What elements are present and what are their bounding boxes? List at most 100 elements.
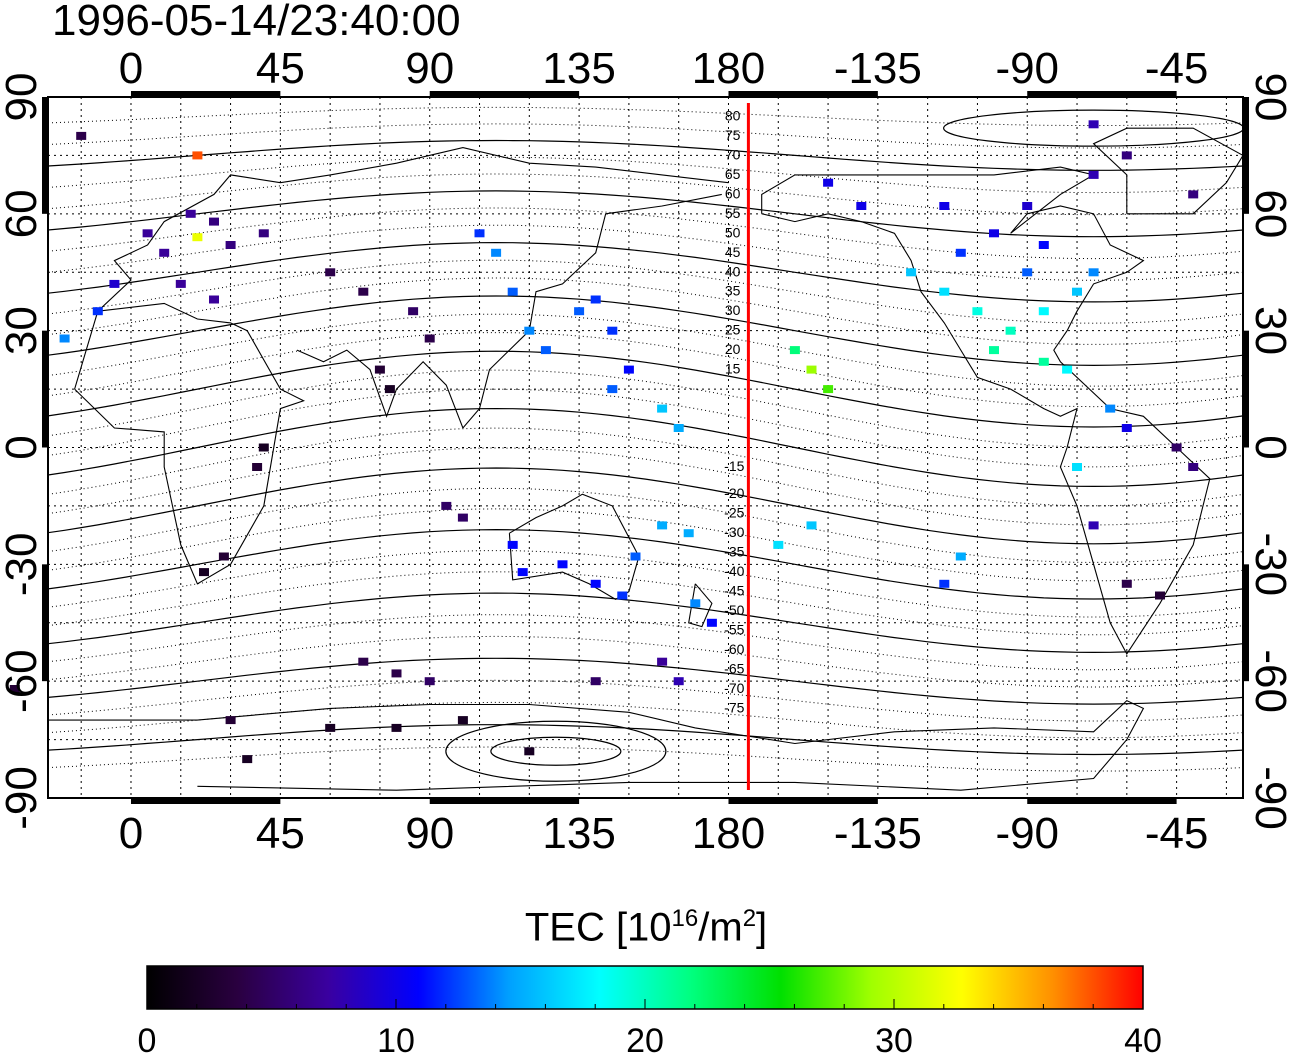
geomagnetic-contour	[47, 106, 1244, 127]
geomagnetic-contour	[47, 550, 1244, 618]
lon-label-top: 180	[692, 44, 765, 93]
tec-point	[1088, 170, 1099, 179]
south-pole-oval-outer	[445, 720, 667, 782]
frame-bar-bottom	[1027, 799, 1177, 804]
lon-label-bottom: 0	[119, 809, 143, 858]
tec-point	[258, 229, 269, 238]
contour-label-north: 75	[725, 127, 741, 143]
lat-label-left: 30	[0, 306, 46, 355]
contour-label-north: 60	[725, 185, 741, 201]
frame-bar-top	[1027, 91, 1177, 96]
contour-label-north: 20	[725, 341, 741, 357]
tec-point	[806, 365, 817, 374]
tec-point	[242, 755, 253, 764]
tec-point	[159, 248, 170, 257]
frame-bar-top	[130, 91, 281, 96]
tec-point	[358, 287, 369, 296]
frame-bar-bottom	[728, 799, 878, 804]
tec-point	[457, 513, 468, 522]
tec-point	[939, 287, 950, 296]
tec-point	[491, 248, 502, 257]
tec-point	[424, 334, 435, 343]
tec-point	[185, 209, 196, 218]
coastline	[74, 147, 729, 390]
lon-label-top: 0	[119, 44, 143, 93]
lat-label-right: 90	[1246, 73, 1292, 122]
geomagnetic-contour	[47, 139, 1244, 171]
tec-point	[1072, 463, 1082, 471]
contour-label-north: 65	[725, 166, 741, 182]
coastline	[688, 583, 713, 628]
contour-label-north: 55	[725, 205, 741, 221]
tec-point	[1062, 365, 1073, 374]
lat-label-left: 90	[0, 73, 46, 122]
colorbar-tick-label: 20	[626, 1022, 664, 1057]
geomagnetic-contour	[47, 277, 1244, 345]
lon-label-bottom: -45	[1145, 809, 1209, 858]
geomagnetic-contour	[47, 407, 1244, 488]
tec-point	[175, 279, 186, 288]
geomagnetic-contour	[47, 724, 1244, 756]
contour-label-south: -65	[724, 660, 744, 676]
tec-point	[1121, 151, 1132, 160]
geomagnetic-contour	[47, 679, 1244, 722]
lat-label-right: -30	[1246, 533, 1292, 597]
contour-label-south: -75	[724, 699, 744, 715]
lat-label-right: 60	[1246, 189, 1292, 238]
geomagnetic-contour	[47, 467, 1244, 545]
tec-point	[1038, 241, 1049, 249]
contour-label-south: -50	[724, 602, 744, 618]
tec-point	[673, 424, 684, 432]
colorbar-title-suffix: ]	[756, 905, 768, 950]
lon-label-top: -90	[995, 44, 1059, 93]
tec-point	[590, 677, 601, 686]
contour-label-south: -45	[724, 583, 744, 599]
frame-bar-bottom	[130, 799, 281, 804]
geomagnetic-contour	[47, 657, 1244, 705]
contour-label-north: 70	[725, 146, 741, 162]
timestamp-title: 1996-05-14/23:40:00	[52, 0, 461, 45]
tec-point	[989, 229, 999, 238]
tec-point	[1038, 357, 1049, 366]
tec-point	[557, 560, 568, 569]
tec-point	[76, 131, 87, 140]
tec-point	[1188, 190, 1199, 199]
tec-point	[657, 404, 668, 413]
contour-label-south: -25	[724, 505, 744, 521]
contour-label-north: 25	[725, 322, 741, 338]
tec-point	[358, 657, 369, 666]
north-pole-oval	[943, 109, 1245, 147]
tec-point	[524, 747, 535, 756]
frame-bar-right	[1244, 330, 1249, 448]
tec-point	[325, 723, 336, 732]
frame-bar-left	[42, 330, 47, 448]
tec-point	[517, 568, 528, 577]
contour-label-south: -70	[724, 680, 744, 696]
tec-point	[1088, 120, 1099, 129]
contour-label-north: 80	[725, 107, 741, 123]
lon-label-bottom: -90	[995, 809, 1059, 858]
tec-point	[1022, 268, 1033, 277]
tec-point	[657, 521, 668, 530]
geomagnetic-contour	[47, 746, 1244, 772]
contour-label-south: -20	[724, 485, 744, 501]
lon-label-bottom: 180	[692, 809, 765, 858]
lon-label-bottom: -135	[834, 809, 922, 858]
tec-point	[657, 657, 668, 666]
tec-point	[1072, 287, 1082, 296]
frame-bar-top	[429, 91, 580, 96]
tec-point	[9, 685, 20, 693]
frame-bar-right	[1244, 97, 1249, 214]
lat-label-right: 0	[1246, 435, 1292, 459]
tec-point	[683, 529, 694, 538]
lon-label-top: 45	[256, 44, 305, 93]
colorbar-tick-label: 10	[377, 1022, 415, 1057]
tec-point	[630, 552, 641, 561]
south-pole-oval	[490, 736, 622, 766]
lat-label-left: 0	[0, 435, 46, 459]
tec-point	[574, 307, 585, 316]
coastline	[74, 302, 306, 585]
colorbar-tick-label: 0	[138, 1022, 157, 1057]
tec-point	[457, 716, 468, 725]
